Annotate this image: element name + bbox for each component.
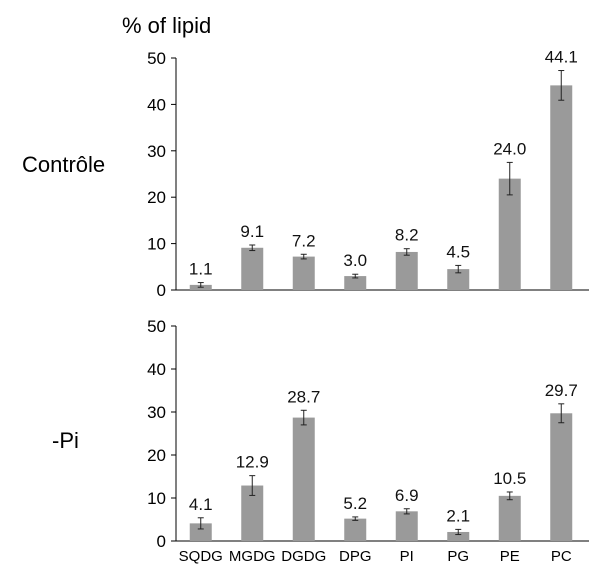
value-label-sqdg: 4.1 (189, 495, 213, 514)
value-label-pe: 24.0 (493, 139, 526, 158)
bar-dgdg (292, 256, 315, 290)
value-label-pg: 4.5 (446, 242, 470, 261)
y-tick-label: 20 (147, 188, 166, 207)
bar-dpg (344, 518, 367, 541)
bar-dgdg (292, 417, 315, 541)
category-label-sqdg: SQDG (179, 548, 223, 565)
panel-minus-pi: 0 10 20 30 40 50 4.1 SQDG 12.9 MGDG 28.7 DGDG 5.2 DPG… (147, 317, 589, 565)
bar-sqdg (189, 523, 212, 541)
value-label-mgdg: 9.1 (240, 222, 264, 241)
bar-pe (498, 178, 521, 290)
y-axis-label: % of lipid (122, 13, 211, 38)
category-label-dpg: DPG (339, 548, 372, 565)
category-label-dgdg: DGDG (281, 548, 326, 565)
value-label-dgdg: 28.7 (287, 387, 320, 406)
category-label-pe: PE (500, 548, 520, 565)
bar-mgdg (241, 485, 264, 541)
value-label-sqdg: 1.1 (189, 260, 213, 279)
bar-mgdg (241, 247, 264, 290)
y-tick-label: 20 (147, 446, 166, 465)
value-label-pc: 44.1 (545, 48, 578, 67)
y-tick-label: 30 (147, 142, 166, 161)
category-label-pg: PG (447, 548, 469, 565)
y-tick-label: 10 (147, 235, 166, 254)
category-label-mgdg: MGDG (229, 548, 276, 565)
value-label-dgdg: 7.2 (292, 231, 316, 250)
bar-pc (550, 85, 573, 290)
bar-pg (447, 269, 470, 290)
value-label-pi: 6.9 (395, 486, 419, 505)
y-tick-label: 10 (147, 489, 166, 508)
y-tick-label: 0 (157, 281, 166, 300)
bar-pi (395, 251, 418, 290)
y-tick-label: 50 (147, 49, 166, 68)
panel-label-controle: Contrôle (22, 152, 105, 177)
y-tick-label: 0 (157, 532, 166, 551)
bar-pc (550, 413, 573, 541)
category-label-pc: PC (551, 548, 572, 565)
panel-controle: 0 10 20 30 40 50 1.1 9.1 7.2 3.0 8.2 4.5 24.0 44.1 (147, 48, 589, 300)
bar-pg (447, 531, 470, 541)
y-tick-label: 50 (147, 317, 166, 336)
value-label-dpg: 3.0 (343, 251, 367, 270)
y-tick-label: 40 (147, 95, 166, 114)
value-label-dpg: 5.2 (343, 494, 367, 513)
value-label-pe: 10.5 (493, 469, 526, 488)
bar-dpg (344, 276, 367, 290)
bar-pe (498, 495, 521, 541)
value-label-pc: 29.7 (545, 381, 578, 400)
value-label-pi: 8.2 (395, 226, 419, 245)
y-tick-label: 40 (147, 360, 166, 379)
value-label-pg: 2.1 (446, 506, 470, 525)
category-label-pi: PI (400, 548, 414, 565)
bar-pi (395, 511, 418, 541)
value-label-mgdg: 12.9 (236, 453, 269, 472)
panel-label-minus-pi: -Pi (52, 428, 79, 453)
y-tick-label: 30 (147, 403, 166, 422)
